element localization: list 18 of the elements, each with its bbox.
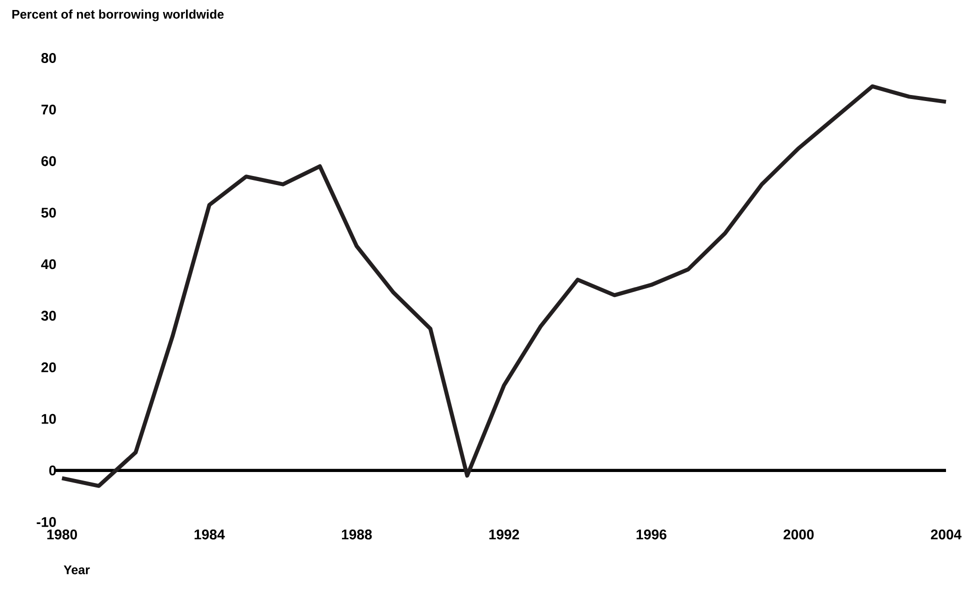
x-tick-label: 1984 [194,530,225,540]
y-tick-label: 50 [41,208,56,218]
y-tick-label: 30 [41,310,56,321]
y-axis-title: Percent of net borrowing worldwide [12,10,224,22]
x-axis-title: Year [64,566,90,574]
x-tick-label: 1980 [47,530,77,540]
y-tick-label: 20 [41,362,56,372]
x-tick-label: 1992 [489,530,520,540]
x-tick-label: 2004 [930,530,962,540]
y-tick-label: -10 [36,517,56,527]
y-tick-label: 80 [41,53,56,63]
x-tick-label: 1988 [342,530,372,540]
y-tick-label: 40 [41,259,56,270]
x-tick-label: 2000 [784,530,814,540]
y-tick-label: 10 [42,414,56,424]
x-tick-label: 1996 [636,530,666,540]
y-tick-label: 70 [41,104,56,115]
y-tick-label: 60 [41,156,56,166]
